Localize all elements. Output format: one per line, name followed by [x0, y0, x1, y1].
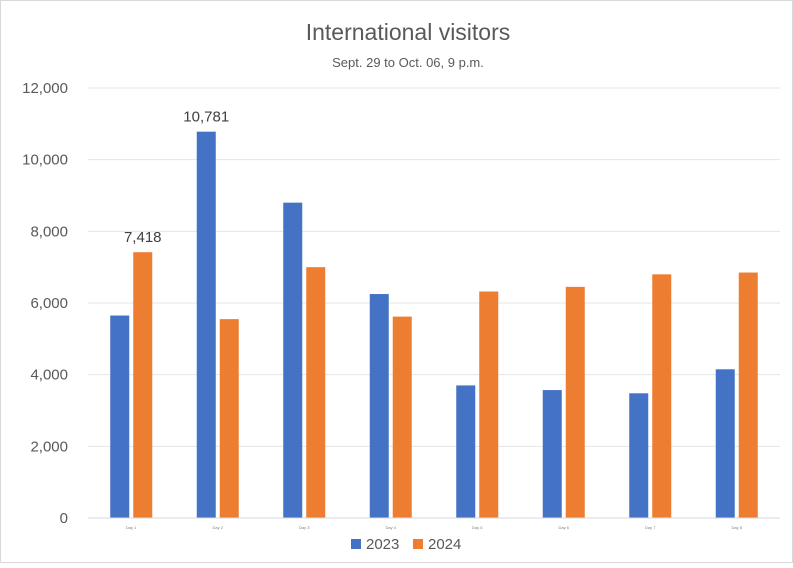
data-labels: 7,418 10,781 [124, 109, 229, 247]
bar-2024 [133, 252, 153, 518]
legend: 2023 2024 [351, 536, 461, 553]
x-tick-label: Day 6 [559, 525, 570, 530]
x-axis: Day 1 Day 2 Day 3 Day 4 Day 5 Day 6 Day 7 Day 8 [88, 517, 780, 530]
bar-2023 [196, 131, 216, 518]
bar-2023 [369, 294, 389, 518]
bars [110, 131, 758, 518]
bar-2023 [629, 393, 649, 518]
x-tick-label: Day 8 [732, 525, 743, 530]
y-tick-label: 8,000 [30, 223, 68, 240]
y-tick-label: 10,000 [22, 152, 68, 169]
x-tick-label: Day 2 [213, 525, 224, 530]
y-tick-label: 6,000 [30, 295, 68, 312]
y-axis: 0 2,000 4,000 6,000 8,000 10,000 12,000 [22, 80, 68, 527]
x-tick-label: Day 7 [645, 525, 656, 530]
bar-2023 [110, 315, 130, 518]
bar-2023 [542, 390, 562, 518]
x-tick-label: Day 1 [126, 525, 137, 530]
bar-2024 [219, 319, 239, 518]
y-tick-label: 0 [60, 510, 68, 527]
bar-2024 [479, 291, 499, 518]
legend-swatch-2023 [351, 539, 361, 549]
x-tick-label: Day 5 [472, 525, 483, 530]
chart-subtitle: Sept. 29 to Oct. 06, 9 p.m. [332, 55, 484, 70]
x-tick-label: Day 4 [386, 525, 397, 530]
y-tick-label: 12,000 [22, 80, 68, 97]
y-tick-label: 2,000 [30, 438, 68, 455]
legend-label: 2023 [366, 536, 399, 553]
bar-2024 [652, 274, 672, 518]
bar-2024 [392, 316, 412, 518]
bar-2023 [715, 369, 735, 518]
x-tick-label: Day 3 [299, 525, 310, 530]
y-tick-label: 4,000 [30, 367, 68, 384]
data-label: 10,781 [183, 109, 229, 126]
bar-2024 [306, 267, 326, 518]
bar-2023 [456, 385, 476, 518]
bar-2024 [565, 286, 585, 518]
data-label: 7,418 [124, 229, 162, 246]
legend-swatch-2024 [413, 539, 423, 549]
chart-title: International visitors [306, 19, 511, 45]
bar-2023 [283, 202, 303, 518]
legend-label: 2024 [428, 536, 461, 553]
bar-2024 [738, 272, 758, 518]
